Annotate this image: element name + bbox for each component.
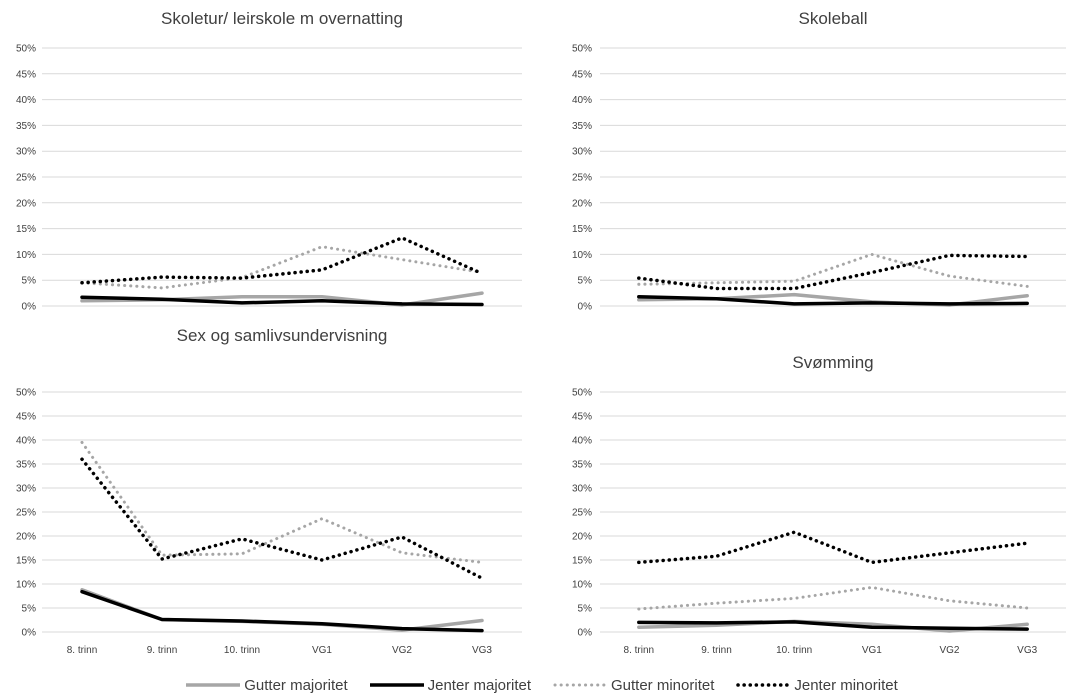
x-tick-label: VG2 bbox=[939, 645, 959, 656]
chart-title: Skoleball bbox=[799, 9, 868, 28]
series-line-gutter-minoritet bbox=[80, 245, 484, 290]
series-line-jenter-majoritet bbox=[637, 620, 1029, 631]
series-line-jenter-minoritet bbox=[80, 457, 484, 580]
x-tick-label: VG1 bbox=[862, 645, 882, 656]
y-tick-label: 40% bbox=[572, 436, 592, 447]
y-tick-label: 35% bbox=[572, 460, 592, 471]
y-tick-label: 50% bbox=[572, 44, 592, 55]
x-tick-label: VG3 bbox=[472, 645, 492, 656]
y-tick-label: 35% bbox=[16, 460, 36, 471]
legend-swatch-solid-gray bbox=[186, 683, 241, 687]
y-tick-label: 45% bbox=[572, 412, 592, 423]
y-tick-label: 0% bbox=[578, 628, 593, 639]
y-tick-label: 25% bbox=[572, 173, 592, 184]
chart-title: Sex og samlivsundervisning bbox=[177, 326, 388, 345]
x-tick-label: VG3 bbox=[1017, 645, 1037, 656]
legend: Gutter majoritet Jenter majoritet Gutter… bbox=[0, 673, 1084, 697]
chart-panel-1: Skoletur/ leirskole m overnatting 0% 5% 10%… bbox=[16, 9, 522, 313]
legend-item-jenter-minoritet: Jenter minoritet bbox=[736, 676, 898, 694]
y-tick-label: 5% bbox=[22, 604, 37, 615]
x-tick-label: 8. trinn bbox=[624, 645, 655, 656]
y-tick-label: 15% bbox=[572, 224, 592, 235]
legend-swatch-dotted-gray bbox=[553, 683, 607, 687]
y-tick-label: 40% bbox=[572, 95, 592, 106]
y-tick-label: 15% bbox=[16, 224, 36, 235]
x-tick-label: 9. trinn bbox=[701, 645, 732, 656]
legend-label: Gutter minoritet bbox=[611, 676, 715, 694]
y-tick-label: 0% bbox=[578, 302, 593, 313]
y-tick-label: 5% bbox=[578, 276, 593, 287]
y-tick-label: 40% bbox=[16, 436, 36, 447]
series-line-jenter-majoritet bbox=[80, 589, 484, 633]
legend-label: Jenter majoritet bbox=[427, 676, 531, 694]
y-tick-label: 45% bbox=[572, 69, 592, 80]
y-tick-label: 0% bbox=[22, 628, 37, 639]
y-tick-label: 30% bbox=[572, 484, 592, 495]
legend-item-gutter-majoritet: Gutter majoritet bbox=[186, 676, 348, 694]
y-tick-label: 10% bbox=[572, 580, 592, 591]
y-tick-label: 35% bbox=[572, 121, 592, 132]
legend-label: Gutter majoritet bbox=[244, 676, 348, 694]
series-line-jenter-minoritet bbox=[637, 253, 1029, 291]
x-tick-label: 10. trinn bbox=[776, 645, 812, 656]
y-tick-label: 25% bbox=[16, 173, 36, 184]
legend-swatch-solid-black bbox=[369, 683, 424, 687]
x-tick-label: 9. trinn bbox=[147, 645, 178, 656]
y-tick-label: 5% bbox=[578, 604, 593, 615]
y-tick-label: 50% bbox=[16, 44, 36, 55]
legend-item-gutter-minoritet: Gutter minoritet bbox=[553, 677, 714, 694]
chart-panel-2: Skoleball 0% 5% 10% 15% 20% 25% 30% 35% 40% 45% 50% bbox=[572, 9, 1066, 313]
y-tick-label: 10% bbox=[16, 250, 36, 261]
legend-item-jenter-majoritet: Jenter majoritet bbox=[369, 676, 531, 694]
y-tick-label: 15% bbox=[572, 556, 592, 567]
x-tick-label: VG2 bbox=[392, 645, 412, 656]
series-line-jenter-majoritet bbox=[637, 294, 1029, 306]
y-tick-label: 50% bbox=[16, 388, 36, 399]
series-line-gutter-minoritet bbox=[637, 252, 1029, 288]
x-tick-label: 10. trinn bbox=[224, 645, 260, 656]
series-line-jenter-minoritet bbox=[80, 236, 484, 285]
y-tick-label: 10% bbox=[572, 250, 592, 261]
y-tick-label: 45% bbox=[16, 412, 36, 423]
y-tick-label: 30% bbox=[572, 147, 592, 158]
y-tick-label: 20% bbox=[16, 198, 36, 209]
series-line-gutter-minoritet bbox=[80, 440, 484, 564]
y-tick-label: 30% bbox=[16, 147, 36, 158]
chart-panel-3: Sex og samlivsundervisning 0% 5% 10% 15% 20% 2… bbox=[16, 326, 522, 656]
y-tick-label: 20% bbox=[572, 532, 592, 543]
chart-title: Svømming bbox=[792, 353, 873, 372]
y-tick-label: 50% bbox=[572, 388, 592, 399]
x-tick-label: VG1 bbox=[312, 645, 332, 656]
series-line-gutter-minoritet bbox=[637, 585, 1029, 611]
y-tick-label: 20% bbox=[572, 198, 592, 209]
y-tick-label: 25% bbox=[572, 508, 592, 519]
series-line-jenter-majoritet bbox=[80, 295, 484, 307]
y-tick-label: 40% bbox=[16, 95, 36, 106]
legend-label: Jenter minoritet bbox=[794, 676, 898, 694]
y-tick-label: 5% bbox=[22, 276, 37, 287]
y-tick-label: 15% bbox=[16, 556, 36, 567]
y-tick-label: 0% bbox=[22, 302, 37, 313]
chart-panel-4: Svømming 0% 5% 10% 15% 20% 25% 30% 35% 40% 45% 50% 8… bbox=[572, 353, 1066, 656]
legend-swatch-dotted-black bbox=[736, 683, 791, 687]
y-tick-label: 25% bbox=[16, 508, 36, 519]
y-tick-label: 20% bbox=[16, 532, 36, 543]
y-tick-label: 30% bbox=[16, 484, 36, 495]
y-tick-label: 35% bbox=[16, 121, 36, 132]
series-line-jenter-minoritet bbox=[637, 530, 1029, 565]
y-tick-label: 45% bbox=[16, 69, 36, 80]
chart-title: Skoletur/ leirskole m overnatting bbox=[161, 9, 403, 28]
y-tick-label: 10% bbox=[16, 580, 36, 591]
x-tick-label: 8. trinn bbox=[67, 645, 98, 656]
